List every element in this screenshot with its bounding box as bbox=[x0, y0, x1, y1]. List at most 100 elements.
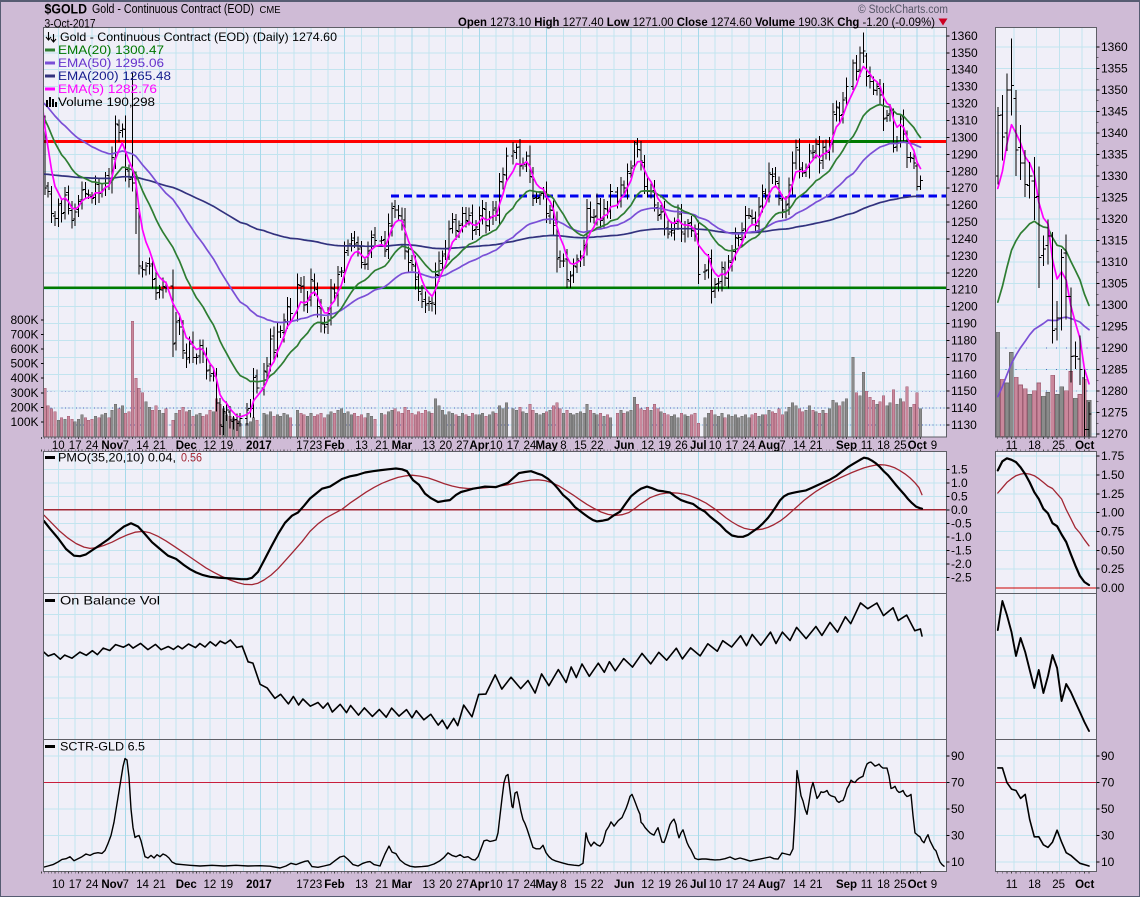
svg-text:Dec: Dec bbox=[176, 879, 198, 891]
svg-text:9: 9 bbox=[931, 879, 937, 891]
svg-text:1.75: 1.75 bbox=[1101, 449, 1125, 463]
svg-text:CME: CME bbox=[260, 4, 281, 16]
svg-text:24: 24 bbox=[742, 879, 755, 891]
svg-text:10: 10 bbox=[1101, 855, 1115, 869]
svg-text:1305: 1305 bbox=[1101, 276, 1128, 290]
svg-text:12: 12 bbox=[204, 440, 217, 452]
svg-text:9: 9 bbox=[931, 440, 937, 452]
svg-text:-0.5: -0.5 bbox=[951, 516, 972, 530]
svg-text:400K: 400K bbox=[10, 371, 38, 385]
svg-text:90: 90 bbox=[951, 749, 965, 763]
svg-text:17: 17 bbox=[296, 879, 309, 891]
svg-text:24: 24 bbox=[86, 879, 99, 891]
svg-text:20: 20 bbox=[439, 440, 452, 452]
svg-text:Jul: Jul bbox=[690, 440, 707, 452]
svg-text:13: 13 bbox=[422, 440, 435, 452]
svg-text:14: 14 bbox=[793, 440, 806, 452]
svg-text:500K: 500K bbox=[10, 357, 38, 371]
svg-text:17: 17 bbox=[726, 440, 739, 452]
svg-text:1.0: 1.0 bbox=[951, 476, 968, 490]
svg-text:26: 26 bbox=[675, 440, 688, 452]
svg-text:Sep: Sep bbox=[836, 440, 857, 452]
svg-text:1.00: 1.00 bbox=[1101, 506, 1125, 520]
svg-text:-2.0: -2.0 bbox=[951, 557, 972, 571]
svg-text:12: 12 bbox=[204, 879, 217, 891]
svg-text:1240: 1240 bbox=[951, 232, 978, 246]
svg-text:18: 18 bbox=[1028, 879, 1041, 891]
svg-text:24: 24 bbox=[524, 879, 537, 891]
svg-text:0.0: 0.0 bbox=[951, 503, 968, 517]
svg-text:1270: 1270 bbox=[951, 181, 978, 195]
svg-text:1290: 1290 bbox=[1101, 341, 1128, 355]
svg-text:0.5: 0.5 bbox=[951, 489, 968, 503]
svg-text:1.25: 1.25 bbox=[1101, 487, 1125, 501]
svg-text:1360: 1360 bbox=[1101, 40, 1128, 54]
svg-text:1130: 1130 bbox=[951, 418, 977, 432]
svg-text:Gold - Continuous Contract (EO: Gold - Continuous Contract (EOD) bbox=[92, 2, 254, 16]
svg-text:23: 23 bbox=[310, 440, 323, 452]
svg-text:7: 7 bbox=[122, 440, 128, 452]
svg-text:1320: 1320 bbox=[951, 97, 978, 111]
svg-text:18: 18 bbox=[1028, 440, 1041, 452]
svg-text:-1.5: -1.5 bbox=[951, 543, 972, 557]
svg-text:25: 25 bbox=[894, 879, 907, 891]
svg-text:7: 7 bbox=[779, 440, 785, 452]
svg-text:21: 21 bbox=[810, 879, 823, 891]
svg-text:Apr: Apr bbox=[469, 440, 489, 452]
svg-text:1350: 1350 bbox=[1101, 83, 1128, 97]
svg-text:1360: 1360 bbox=[951, 29, 978, 43]
svg-text:19: 19 bbox=[658, 879, 671, 891]
svg-text:21: 21 bbox=[375, 879, 388, 891]
svg-text:10: 10 bbox=[52, 879, 65, 891]
svg-text:19: 19 bbox=[658, 440, 671, 452]
svg-text:10: 10 bbox=[709, 440, 722, 452]
svg-text:11: 11 bbox=[1006, 440, 1018, 452]
svg-text:1170: 1170 bbox=[951, 350, 977, 364]
svg-text:17: 17 bbox=[296, 440, 309, 452]
svg-text:11: 11 bbox=[861, 440, 873, 452]
svg-text:1310: 1310 bbox=[951, 114, 978, 128]
svg-text:300K: 300K bbox=[10, 386, 38, 400]
svg-text:1270: 1270 bbox=[1101, 427, 1128, 441]
svg-text:21: 21 bbox=[153, 879, 166, 891]
svg-text:Volume 190,298: Volume 190,298 bbox=[58, 97, 155, 109]
svg-text:-1.0: -1.0 bbox=[951, 530, 972, 544]
svg-text:30: 30 bbox=[1101, 829, 1115, 843]
svg-text:May: May bbox=[536, 440, 559, 452]
svg-text:23: 23 bbox=[310, 879, 323, 891]
svg-text:-2.5: -2.5 bbox=[951, 570, 972, 584]
svg-text:1220: 1220 bbox=[951, 266, 978, 280]
svg-text:1310: 1310 bbox=[1101, 255, 1128, 269]
svg-text:50: 50 bbox=[951, 802, 965, 816]
svg-text:Mar: Mar bbox=[392, 879, 413, 891]
svg-text:1280: 1280 bbox=[951, 164, 978, 178]
svg-text:17: 17 bbox=[507, 440, 520, 452]
svg-text:17: 17 bbox=[507, 879, 520, 891]
svg-text:700K: 700K bbox=[10, 328, 38, 342]
svg-text:1340: 1340 bbox=[951, 63, 978, 77]
svg-text:90: 90 bbox=[1101, 749, 1115, 763]
svg-text:Oct: Oct bbox=[908, 440, 927, 452]
svg-text:0.00: 0.00 bbox=[1101, 581, 1125, 595]
svg-text:1210: 1210 bbox=[951, 283, 978, 297]
svg-text:0.50: 0.50 bbox=[1101, 543, 1125, 557]
svg-text:15: 15 bbox=[574, 440, 587, 452]
svg-text:3-Oct-2017: 3-Oct-2017 bbox=[45, 17, 96, 31]
svg-text:1250: 1250 bbox=[951, 215, 978, 229]
svg-text:Oct: Oct bbox=[908, 879, 927, 891]
svg-text:15: 15 bbox=[574, 879, 587, 891]
svg-text:13: 13 bbox=[422, 879, 435, 891]
svg-text:11: 11 bbox=[1006, 879, 1018, 891]
svg-text:1.50: 1.50 bbox=[1101, 468, 1125, 482]
svg-text:12: 12 bbox=[641, 879, 654, 891]
svg-text:25: 25 bbox=[1052, 440, 1065, 452]
svg-text:7: 7 bbox=[122, 879, 128, 891]
svg-text:800K: 800K bbox=[10, 313, 38, 327]
svg-text:21: 21 bbox=[810, 440, 823, 452]
svg-text:Apr: Apr bbox=[469, 879, 489, 891]
svg-text:1325: 1325 bbox=[1101, 190, 1128, 204]
svg-text:Oct: Oct bbox=[1075, 440, 1094, 452]
svg-text:Aug: Aug bbox=[758, 879, 780, 891]
svg-text:Feb: Feb bbox=[324, 879, 344, 891]
svg-text:14: 14 bbox=[136, 879, 149, 891]
